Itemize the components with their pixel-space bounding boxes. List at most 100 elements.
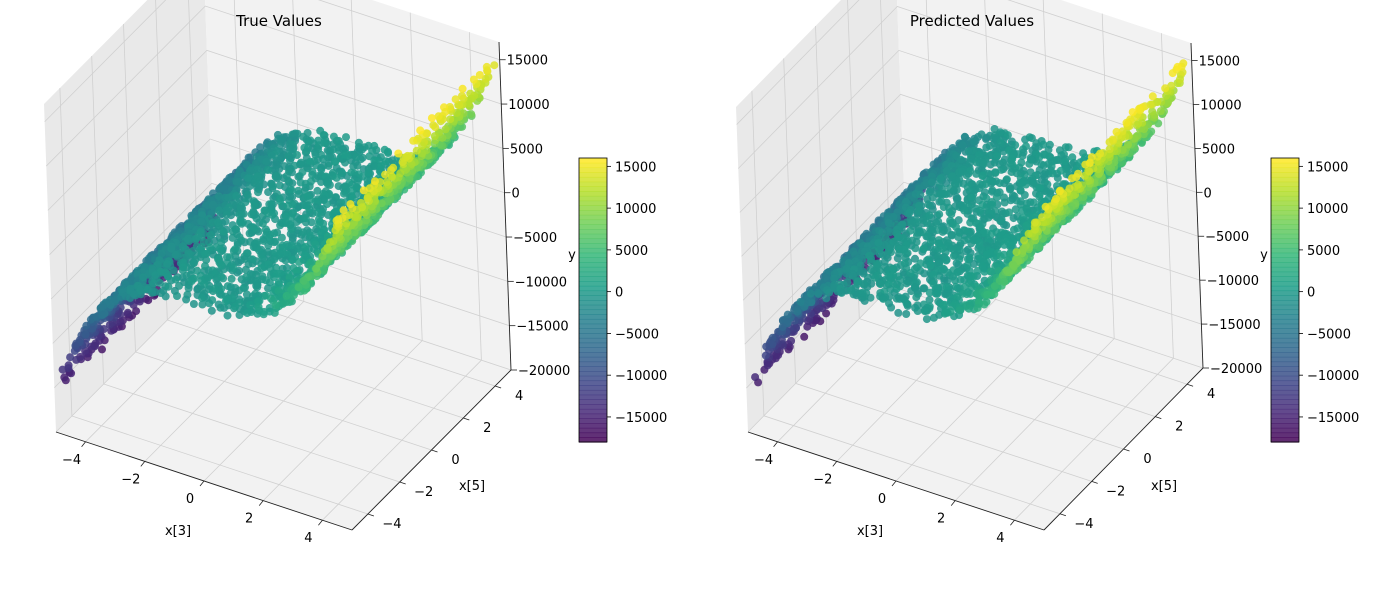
colorbar-segment	[579, 290, 607, 296]
colorbar-segment	[579, 243, 607, 249]
scatter-point	[926, 261, 935, 270]
colorbar-segment	[579, 309, 607, 315]
scatter-point	[286, 145, 295, 154]
scatter-point	[262, 276, 270, 285]
scatter-point	[214, 255, 223, 264]
colorbar-segment	[579, 252, 607, 258]
scatter-point	[1161, 84, 1170, 93]
scatter-point	[217, 261, 226, 270]
colorbar-segment	[579, 281, 607, 287]
colorbar-segment	[579, 328, 607, 334]
scatter-point	[895, 245, 904, 254]
scatter-point	[350, 228, 359, 237]
scatter-point	[911, 244, 920, 253]
scatter-point	[371, 177, 379, 186]
colorbar-segment	[579, 181, 607, 187]
scatter-point	[319, 266, 328, 275]
scatter-point	[483, 66, 492, 75]
scatter-point	[975, 206, 984, 215]
scatter-point	[232, 178, 241, 187]
scatter-point	[874, 238, 883, 247]
scatter-point	[334, 136, 343, 145]
scatter-point	[787, 336, 796, 345]
z-tick-label: 5000	[510, 142, 543, 157]
scatter-point	[305, 205, 314, 214]
scatter-point	[270, 238, 279, 247]
colorbar-segment	[579, 371, 607, 377]
colorbar-segment	[579, 224, 607, 230]
scatter-point	[972, 158, 981, 167]
colorbar-segment	[579, 366, 607, 372]
colorbar-segment	[579, 399, 607, 405]
scatter-point	[964, 147, 973, 156]
scatter-point	[907, 219, 916, 228]
scatter-point	[409, 136, 418, 145]
scatter-point	[227, 274, 236, 283]
colorbar-tick-label: 15000	[615, 160, 656, 175]
scatter-point	[964, 235, 973, 244]
colorbar-segment	[579, 158, 607, 164]
scatter-point	[936, 190, 945, 199]
colorbar-segment	[579, 219, 607, 225]
y-tick-label: 4	[515, 389, 523, 404]
y-tick-label: −4	[382, 517, 401, 532]
scatter-point	[292, 267, 301, 276]
scatter-point	[253, 283, 262, 292]
scatter-point	[173, 292, 181, 300]
scatter-point	[239, 284, 248, 293]
scatter-point	[229, 264, 238, 273]
scatter-point	[215, 206, 224, 215]
colorbar-tick-label: −5000	[615, 327, 659, 342]
scatter-point	[223, 253, 231, 262]
scatter-point	[66, 353, 75, 362]
scatter-point	[123, 308, 132, 317]
scatter-point	[365, 184, 374, 193]
scatter-point	[205, 299, 214, 308]
colorbar-segment	[579, 167, 607, 173]
scatter-point	[398, 158, 407, 166]
colorbar-segment	[579, 413, 607, 419]
scatter-point	[988, 186, 997, 195]
scatter-point	[346, 200, 355, 209]
scatter-point	[349, 162, 358, 171]
scatter-point	[139, 273, 148, 282]
colorbar-segment	[579, 356, 607, 363]
scatter-point	[412, 146, 421, 155]
scatter-point	[60, 373, 69, 382]
scatter-point	[236, 217, 245, 226]
scatter-point	[219, 227, 228, 236]
scatter-point	[58, 365, 67, 374]
x-tick-label: 0	[186, 492, 194, 507]
scatter-point	[1061, 157, 1070, 166]
scatter-point	[223, 311, 232, 320]
scatter-point	[387, 166, 396, 175]
scatter-point	[208, 218, 217, 227]
scatter-point	[991, 168, 1000, 177]
scatter-point	[287, 186, 296, 195]
scatter-point	[184, 284, 193, 293]
scatter-point	[1007, 168, 1016, 176]
x-tick-label: −4	[62, 453, 81, 468]
scatter-point	[394, 149, 403, 158]
scatter-point	[282, 291, 291, 300]
scatter-point	[130, 290, 138, 299]
colorbar-segment	[579, 247, 607, 254]
scatter-point	[204, 273, 213, 282]
colorbar-segment	[579, 200, 607, 206]
scatter-point	[306, 157, 315, 166]
scatter-point	[223, 258, 232, 267]
scatter-point	[210, 284, 219, 293]
scatter-point	[143, 285, 152, 294]
scatter-point	[1105, 138, 1114, 147]
colorbar-segment	[579, 300, 607, 306]
scatter-point	[216, 303, 225, 312]
colorbar-segment	[579, 342, 607, 348]
scatter-point	[296, 178, 305, 187]
z-tick-label: 0	[512, 187, 520, 202]
scatter-point	[238, 181, 247, 190]
scatter-point	[164, 282, 173, 291]
scatter-point	[323, 244, 332, 253]
scatter-point	[490, 61, 499, 70]
scatter-point	[317, 178, 326, 186]
scatter-point	[201, 262, 209, 271]
